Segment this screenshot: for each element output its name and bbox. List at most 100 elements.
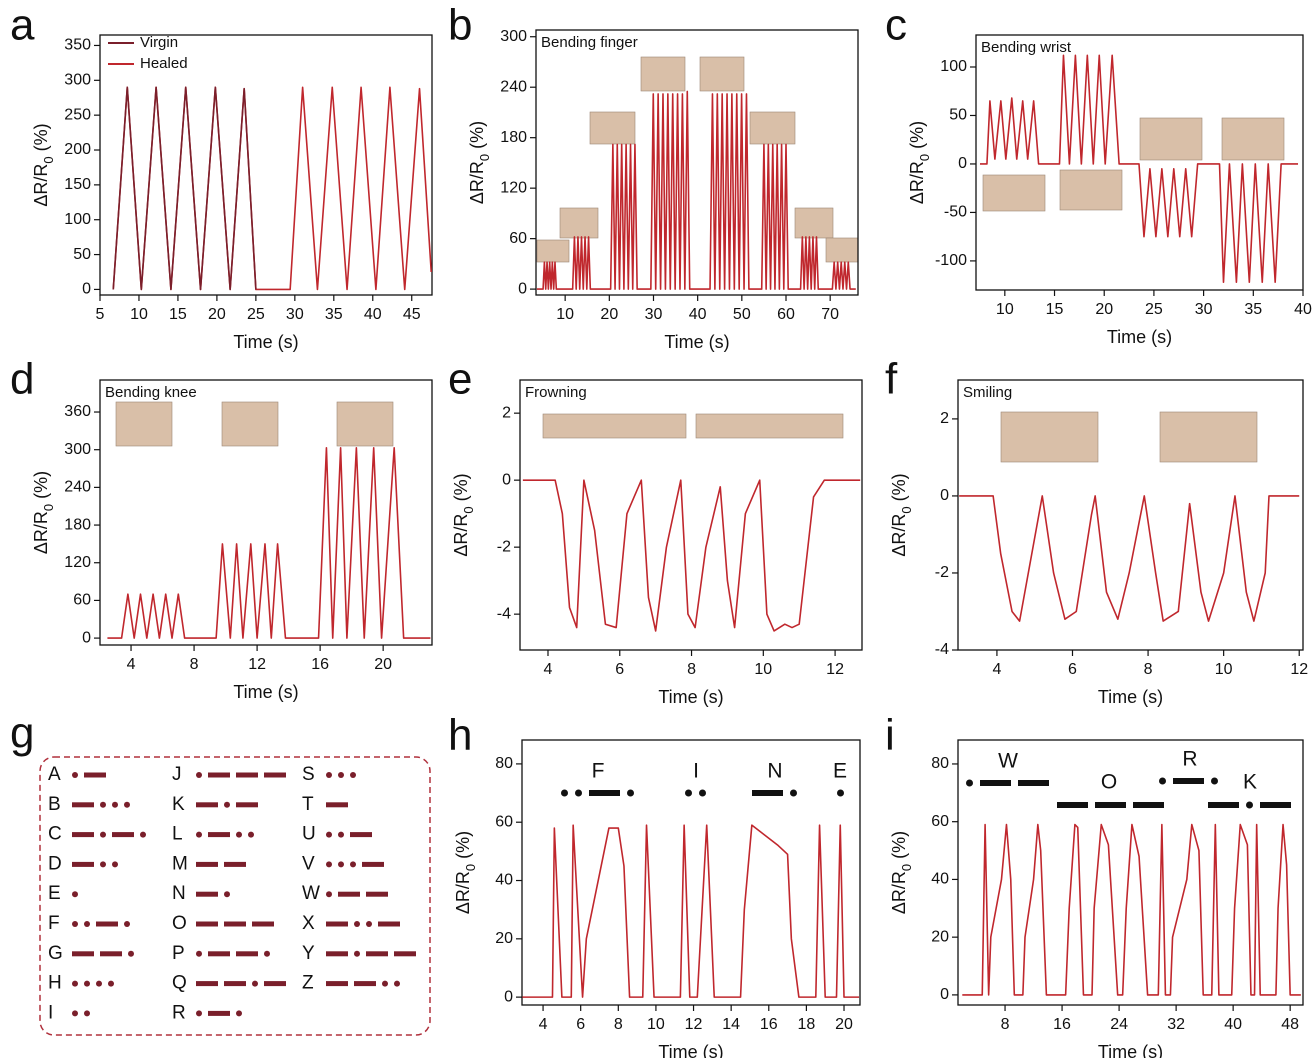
y-tick-label: -2 — [497, 538, 511, 555]
x-tick-label: 10 — [754, 661, 772, 678]
plot-frame — [957, 379, 1304, 651]
photo — [221, 401, 279, 447]
y-axis-title-part: (%) — [31, 471, 51, 504]
x-tick-label: 8 — [1144, 661, 1153, 678]
y-axis-title-part: 0 — [463, 864, 478, 871]
x-tick-label: 30 — [645, 306, 663, 323]
x-axis-title: Time (s) — [233, 332, 298, 352]
morse-dot — [354, 921, 360, 927]
x-tick-label: 10 — [647, 1016, 665, 1033]
y-tick-label: 300 — [64, 72, 91, 89]
letter-annotation: F — [592, 760, 605, 783]
morse-dash — [72, 861, 94, 867]
panel-label: c — [885, 1, 907, 50]
y-axis-title: ΔR/R0 (%) — [889, 831, 914, 914]
y-axis-title: ΔR/R0 (%) — [451, 473, 476, 556]
x-tick-label: 16 — [311, 656, 329, 673]
panel-label: e — [448, 355, 472, 404]
morse-dot — [394, 980, 400, 987]
chart-annotation: Bending knee — [105, 384, 197, 401]
photo — [589, 111, 636, 145]
x-axis-title: Time (s) — [1107, 327, 1172, 347]
x-tick-label: 70 — [821, 306, 839, 323]
morse-letter: G — [48, 943, 63, 964]
y-tick-label: 0 — [518, 280, 527, 297]
photo — [336, 401, 394, 447]
y-axis-title: ΔR/R0 (%) — [453, 831, 478, 914]
morse-dot — [1211, 777, 1218, 785]
y-axis-title-part: (%) — [889, 831, 909, 864]
plot-frame — [521, 739, 861, 1006]
y-tick-label: 80 — [495, 755, 513, 772]
y-axis-title-part: ΔR/R — [467, 161, 487, 204]
plot-frame — [535, 29, 859, 296]
morse-dash — [362, 861, 384, 867]
x-tick-label: 6 — [1068, 661, 1077, 678]
y-axis-title-part: ΔR/R — [889, 514, 909, 557]
x-tick-label: 45 — [403, 306, 421, 323]
panel-label: d — [10, 355, 34, 404]
y-axis-title-part: 0 — [41, 504, 56, 511]
y-tick-label: 20 — [931, 928, 949, 945]
morse-letter: F — [48, 913, 60, 934]
morse-dot — [326, 891, 332, 898]
morse-dot — [72, 891, 78, 898]
photo — [640, 56, 686, 92]
morse-dash — [112, 832, 134, 838]
photo — [695, 413, 844, 439]
y-tick-label: 350 — [64, 37, 91, 54]
letter-annotation: E — [833, 760, 847, 783]
morse-dot — [84, 1010, 90, 1017]
morse-dot — [112, 861, 118, 868]
photo — [1139, 117, 1203, 161]
y-tick-label: 120 — [500, 179, 527, 196]
morse-dot — [124, 801, 130, 808]
y-axis-title: ΔR/R0 (%) — [31, 123, 56, 206]
morse-dash — [236, 951, 258, 957]
y-tick-label: 0 — [502, 471, 511, 488]
morse-dash — [196, 802, 218, 808]
morse-dash — [196, 861, 218, 867]
y-axis-title-part: (%) — [467, 121, 487, 154]
morse-dash — [196, 981, 218, 987]
data-line — [522, 824, 860, 998]
morse-letter: X — [302, 913, 315, 934]
morse-dash — [84, 772, 106, 778]
morse-dot — [100, 801, 106, 808]
panel-label: h — [448, 711, 472, 760]
x-tick-label: 24 — [1110, 1016, 1128, 1033]
x-tick-label: 40 — [364, 306, 382, 323]
letter-annotation: I — [693, 760, 699, 783]
x-tick-label: 15 — [169, 306, 187, 323]
morse-dot — [326, 772, 332, 778]
morse-letter: C — [48, 824, 62, 845]
photo — [794, 207, 834, 239]
data-line — [112, 86, 433, 291]
photo — [559, 207, 599, 239]
data-line — [962, 823, 1301, 996]
chart-annotation: Bending wrist — [981, 39, 1072, 56]
morse-dot — [236, 831, 242, 838]
photo — [982, 174, 1046, 212]
y-axis-title-part: 0 — [461, 506, 476, 513]
morse-dash — [1173, 778, 1204, 784]
morse-letter: U — [302, 824, 316, 845]
x-tick-label: 50 — [733, 306, 751, 323]
data-line — [107, 447, 431, 639]
y-tick-label: -50 — [944, 204, 967, 221]
morse-dash — [72, 951, 94, 957]
morse-letter: S — [302, 764, 315, 785]
morse-letter: P — [172, 943, 185, 964]
morse-dash — [378, 921, 400, 927]
y-tick-label: 0 — [82, 281, 91, 298]
y-tick-label: 100 — [64, 211, 91, 228]
morse-dash — [264, 772, 286, 778]
morse-dot — [354, 950, 360, 957]
data-line — [522, 479, 861, 632]
x-tick-label: 40 — [1224, 1016, 1242, 1033]
morse-box — [39, 756, 431, 1036]
morse-dot — [1246, 801, 1253, 809]
morse-dash — [224, 921, 246, 927]
morse-dash — [980, 780, 1011, 786]
x-tick-label: 8 — [1001, 1016, 1010, 1033]
